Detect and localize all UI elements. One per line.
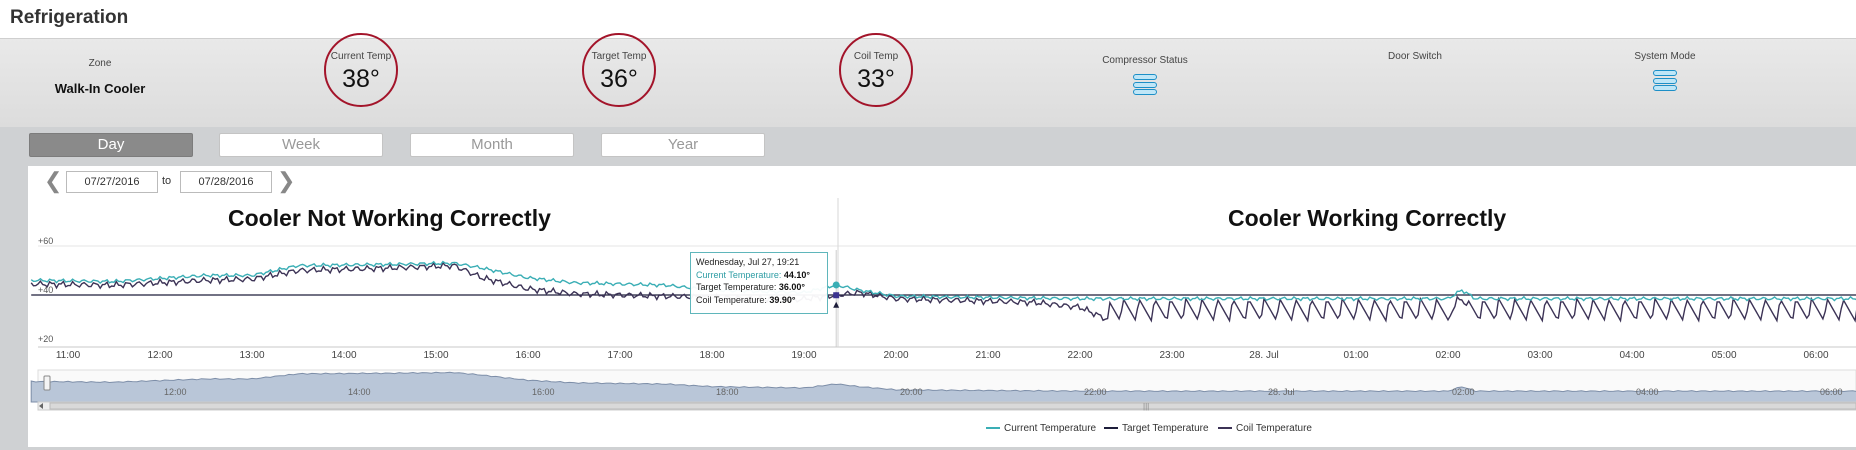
- zone-stat: Zone Walk-In Cooler: [40, 58, 160, 96]
- x-tick-label: 21:00: [975, 350, 1000, 361]
- system-mode: System Mode: [1610, 51, 1720, 93]
- annotation-working: Cooler Working Correctly: [1228, 205, 1507, 231]
- annotation-not-working: Cooler Not Working Correctly: [228, 205, 551, 231]
- navigator-tick-label: 14:00: [348, 387, 371, 397]
- legend-current[interactable]: Current Temperature: [986, 423, 1096, 434]
- coil-temp-label: Coil Temp: [853, 51, 899, 62]
- x-tick-label: 16:00: [515, 350, 540, 361]
- compressor-status-label: Compressor Status: [1102, 55, 1188, 66]
- y-tick-label: +40: [38, 285, 53, 295]
- current-temp-value: 38°: [342, 65, 380, 93]
- x-tick-label: 05:00: [1711, 350, 1736, 361]
- x-tick-label: 12:00: [147, 350, 172, 361]
- x-tick-label: 03:00: [1527, 350, 1552, 361]
- tooltip-coil: Coil Temperature: 39.90°: [696, 294, 796, 305]
- target-temp-label: Target Temp: [591, 51, 647, 62]
- tooltip-date: Wednesday, Jul 27, 19:21: [696, 257, 800, 267]
- coil-temp-value: 33°: [857, 65, 895, 93]
- x-tick-label: 01:00: [1343, 350, 1368, 361]
- tooltip-target: Target Temperature: 36.00°: [696, 282, 806, 292]
- navigator-handle-left[interactable]: [43, 375, 51, 391]
- x-tick-label: 15:00: [423, 350, 448, 361]
- door-switch-label: Door Switch: [1388, 51, 1442, 62]
- next-range-button[interactable]: ❯: [277, 168, 296, 193]
- hover-marker-coil: [833, 292, 840, 299]
- navigator-tick-label: 16:00: [532, 387, 555, 397]
- x-tick-label: 17:00: [607, 350, 632, 361]
- coil-temp-gauge: Coil Temp 33°: [839, 33, 913, 107]
- y-tick-label: +60: [38, 236, 53, 246]
- current-temp-gauge: Current Temp 38°: [324, 33, 398, 107]
- system-mode-label: System Mode: [1634, 51, 1696, 62]
- start-date-input[interactable]: 07/27/2016: [66, 171, 158, 193]
- scroll-left-icon[interactable]: [39, 403, 43, 409]
- navigator-tick-label: 18:00: [716, 387, 739, 397]
- x-tick-label: 18:00: [699, 350, 724, 361]
- current-temp-label: Current Temp: [330, 51, 392, 62]
- navigator-tick-label: 20:00: [900, 387, 923, 397]
- hover-marker-current: [832, 281, 840, 289]
- legend-current-swatch: [986, 427, 1000, 430]
- chart-tooltip: Wednesday, Jul 27, 19:21 Current Tempera…: [690, 252, 828, 314]
- x-tick-label: 11:00: [56, 350, 81, 361]
- x-tick-label: 19:00: [791, 350, 816, 361]
- legend-coil[interactable]: Coil Temperature: [1218, 423, 1312, 434]
- x-tick-label: 22:00: [1067, 350, 1092, 361]
- scrollbar-grip-icon: |||: [1143, 402, 1149, 411]
- series-current-temperature: [30, 260, 1856, 302]
- legend-coil-swatch: [1218, 427, 1232, 430]
- end-date-input[interactable]: 07/28/2016: [180, 171, 272, 193]
- page-title: Refrigeration: [10, 7, 129, 28]
- legend-target-swatch: [1104, 427, 1118, 430]
- compressor-status: Compressor Status: [1080, 55, 1210, 97]
- target-temp-gauge: Target Temp 36°: [582, 33, 656, 107]
- zone-value: Walk-In Cooler: [54, 81, 146, 96]
- navigator-tick-label: 28. Jul: [1268, 387, 1295, 397]
- x-tick-label: 06:00: [1803, 350, 1828, 361]
- series-coil-temperature: [30, 261, 1856, 323]
- tab-day[interactable]: Day: [29, 133, 193, 157]
- target-temp-value: 36°: [600, 65, 638, 93]
- navigator-tick-label: 22:00: [1084, 387, 1107, 397]
- compressor-icon: [1133, 74, 1157, 95]
- x-tick-label: 14:00: [331, 350, 356, 361]
- title-bar: Refrigeration: [0, 0, 1856, 39]
- door-switch: Door Switch: [1360, 51, 1470, 62]
- tab-year[interactable]: Year: [601, 133, 765, 157]
- tooltip-current: Current Temperature: 44.10°: [696, 269, 811, 280]
- y-tick-label: +20: [38, 334, 53, 344]
- navigator-tick-label: 12:00: [164, 387, 187, 397]
- prev-range-button[interactable]: ❮: [44, 168, 63, 193]
- scrollbar-thumb[interactable]: [49, 402, 1856, 410]
- navigator-area: [30, 371, 1856, 403]
- navigator-tick-label: 02:00: [1452, 387, 1475, 397]
- zone-label: Zone: [88, 58, 112, 69]
- tab-month[interactable]: Month: [410, 133, 574, 157]
- x-tick-label: 13:00: [239, 350, 264, 361]
- hover-marker-target: [833, 301, 840, 308]
- x-tick-label: 20:00: [883, 350, 908, 361]
- range-to-label: to: [162, 175, 172, 187]
- system-mode-icon: [1653, 70, 1677, 91]
- status-header: [0, 39, 1856, 127]
- x-tick-label: 23:00: [1159, 350, 1184, 361]
- navigator-tick-label: 06:00: [1820, 387, 1843, 397]
- navigator-tick-label: 04:00: [1636, 387, 1659, 397]
- x-tick-label: 02:00: [1435, 350, 1460, 361]
- x-tick-label: 04:00: [1619, 350, 1644, 361]
- x-tick-label: 28. Jul: [1249, 350, 1278, 361]
- legend-target[interactable]: Target Temperature: [1104, 423, 1209, 434]
- tab-week[interactable]: Week: [219, 133, 383, 157]
